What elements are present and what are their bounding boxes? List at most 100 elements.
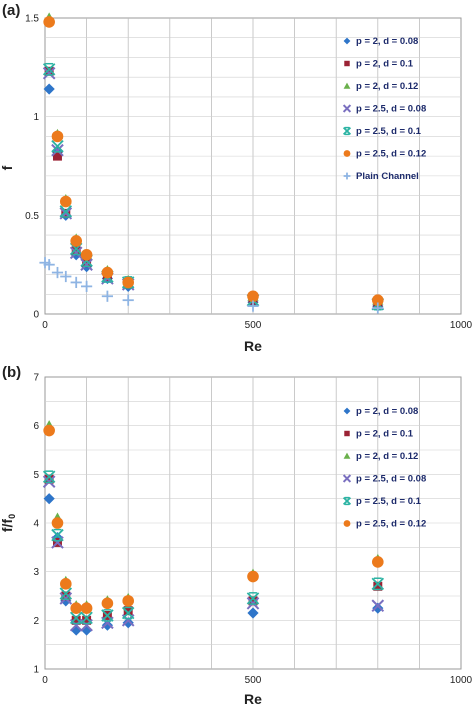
data-point-stroke (371, 577, 385, 591)
legend-marker (343, 172, 351, 180)
data-point-stroke (80, 611, 93, 625)
legend-marker (342, 496, 352, 506)
data-point (82, 615, 92, 625)
data-point (122, 294, 134, 306)
data-point (372, 602, 384, 614)
legend-label: p = 2.5, d = 0.12 (356, 149, 426, 160)
data-point (51, 143, 64, 157)
legend-label: p = 2.5, d = 0.12 (356, 519, 426, 530)
data-point (43, 424, 55, 437)
legend-marker (343, 520, 351, 527)
data-point (70, 276, 82, 289)
data-point (51, 532, 64, 544)
data-point (70, 602, 82, 614)
data-point (80, 258, 93, 271)
legend-marker (343, 452, 351, 459)
data-point-stroke (42, 63, 56, 76)
legend-label: p = 2, d = 0.12 (356, 451, 418, 462)
data-point-stroke (51, 140, 64, 153)
data-point (248, 596, 258, 606)
legend-marker (342, 104, 352, 113)
panel-label: (b) (2, 364, 21, 381)
series-group (42, 420, 385, 636)
data-point (69, 246, 83, 260)
legend-marker-stroke (342, 126, 352, 136)
y-tick-label: 6 (33, 421, 39, 432)
legend-label: p = 2, d = 0.12 (356, 81, 418, 92)
legend-marker (344, 430, 350, 437)
data-point-stroke (246, 592, 260, 605)
data-point (42, 66, 56, 80)
data-point (43, 259, 55, 271)
data-point-stroke (42, 66, 56, 80)
data-point (43, 16, 55, 28)
data-point (372, 556, 384, 568)
data-point-stroke (59, 587, 73, 600)
y-tick-label: 3 (33, 567, 39, 578)
legend-marker (343, 407, 351, 415)
data-point-stroke (51, 528, 64, 542)
data-point (247, 570, 259, 583)
data-point-stroke (101, 609, 114, 622)
legend-label: p = 2.5, d = 0.08 (356, 104, 426, 115)
x-tick-label: 1000 (450, 320, 472, 331)
legend-marker (342, 126, 352, 136)
data-point (371, 599, 385, 613)
legend-marker-stroke (342, 496, 352, 506)
y-axis-label: f (0, 165, 15, 170)
x-tick-label: 0 (42, 320, 48, 331)
series-group (39, 12, 385, 314)
y-tick-label: 1.5 (25, 14, 39, 25)
data-point (246, 592, 260, 605)
data-point (60, 270, 72, 283)
legend-label: p = 2, d = 0.08 (356, 36, 418, 47)
legend-label: p = 2, d = 0.1 (356, 429, 414, 440)
legend-marker (342, 474, 352, 483)
panel-label: (a) (2, 2, 20, 19)
x-tick-label: 0 (42, 675, 48, 686)
data-point (70, 235, 82, 247)
data-point-stroke (59, 205, 73, 218)
data-point-stroke (51, 143, 64, 157)
data-point-stroke (371, 599, 385, 613)
data-point (51, 130, 64, 143)
data-point (122, 595, 134, 607)
legend-marker (343, 150, 351, 157)
series-5 (43, 424, 384, 614)
y-tick-label: 5 (33, 470, 39, 481)
data-point (51, 528, 64, 542)
data-point (121, 606, 135, 620)
legend: p = 2, d = 0.08 p = 2, d = 0.1 p = 2, d = … (342, 406, 426, 530)
x-tick-label: 500 (245, 320, 262, 331)
data-point (51, 266, 64, 279)
data-point (43, 83, 55, 95)
data-point (101, 609, 114, 622)
data-point-stroke (69, 246, 83, 260)
data-point (101, 266, 114, 279)
y-tick-label: 0.5 (25, 211, 39, 222)
data-point-stroke (42, 470, 56, 484)
legend-label: Plain Channel (356, 171, 419, 182)
data-point (82, 258, 92, 268)
data-point (71, 615, 81, 625)
y-tick-label: 4 (33, 519, 39, 530)
data-point (42, 62, 56, 76)
data-point-stroke (121, 606, 135, 620)
data-point (60, 195, 72, 208)
x-tick-label: 500 (245, 675, 262, 686)
series-5 (43, 16, 384, 306)
data-point (247, 300, 259, 312)
data-point (43, 493, 55, 505)
data-point (373, 581, 383, 591)
data-point (51, 517, 64, 529)
legend-label: p = 2, d = 0.1 (356, 59, 414, 70)
legend-label: p = 2.5, d = 0.1 (356, 126, 422, 137)
y-tick-label: 1 (33, 665, 39, 676)
legend: p = 2, d = 0.08 p = 2, d = 0.1 p = 2, d = … (342, 36, 426, 182)
data-point (81, 280, 93, 292)
data-point (42, 470, 56, 484)
data-point (44, 66, 54, 76)
data-point (101, 597, 114, 610)
